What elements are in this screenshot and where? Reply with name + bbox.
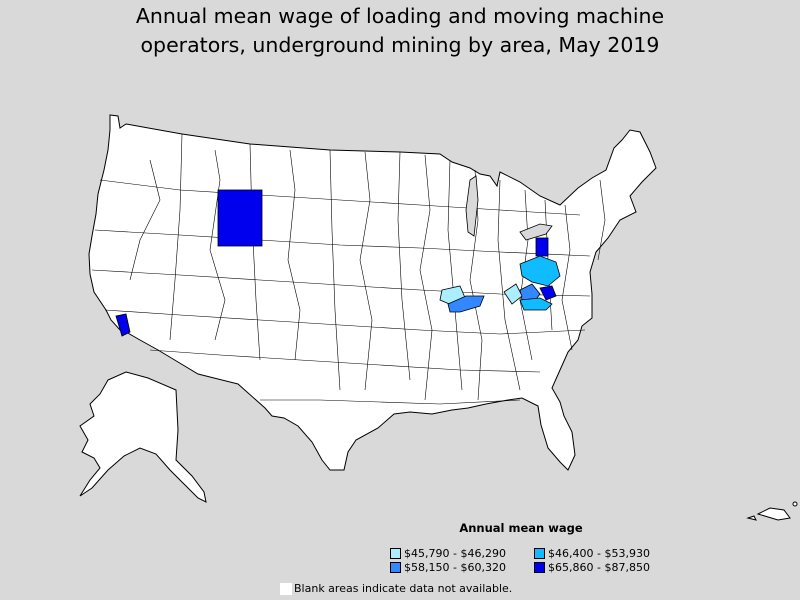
- legend-swatch-3: [390, 562, 401, 573]
- legend-swatch-2: [534, 548, 545, 559]
- legend-label-3: $58,150 - $60,320: [404, 561, 506, 574]
- alaska-shape: [79, 371, 207, 503]
- legend-item-3: $58,150 - $60,320: [390, 561, 506, 574]
- legend-label-1: $45,790 - $46,290: [404, 547, 506, 560]
- legend-title: Annual mean wage: [459, 521, 583, 535]
- note-text: Blank areas indicate data not available.: [294, 582, 513, 595]
- area-boundaries: [91, 133, 606, 405]
- appalachia-area-1: [519, 255, 561, 287]
- map-title: Annual mean wage of loading and moving m…: [0, 2, 800, 60]
- lake-erie: [519, 223, 553, 241]
- wyoming-area: [217, 189, 263, 247]
- title-line-2: operators, underground mining by area, M…: [140, 33, 660, 57]
- appalachia-area-3: [539, 285, 557, 301]
- legend-item-2: $46,400 - $53,930: [534, 547, 650, 560]
- legend-item-1: $45,790 - $46,290: [390, 547, 506, 560]
- hawaii-shape: [746, 501, 798, 521]
- legend-swatch-1: [390, 548, 401, 559]
- blank-swatch: [280, 582, 292, 595]
- title-line-1: Annual mean wage of loading and moving m…: [135, 4, 665, 28]
- legend-item-4: $65,860 - $87,850: [534, 561, 650, 574]
- virginia-area: [519, 297, 553, 311]
- ohio-area: [535, 237, 549, 257]
- legend-swatch-4: [534, 562, 545, 573]
- east-kentucky-area: [503, 283, 523, 305]
- kentucky-area: [447, 295, 485, 313]
- legend-label-2: $46,400 - $53,930: [548, 547, 650, 560]
- california-area: [115, 313, 131, 337]
- data-note: Blank areas indicate data not available.: [280, 582, 512, 595]
- legend-label-4: $65,860 - $87,850: [548, 561, 650, 574]
- lake-michigan: [465, 175, 479, 237]
